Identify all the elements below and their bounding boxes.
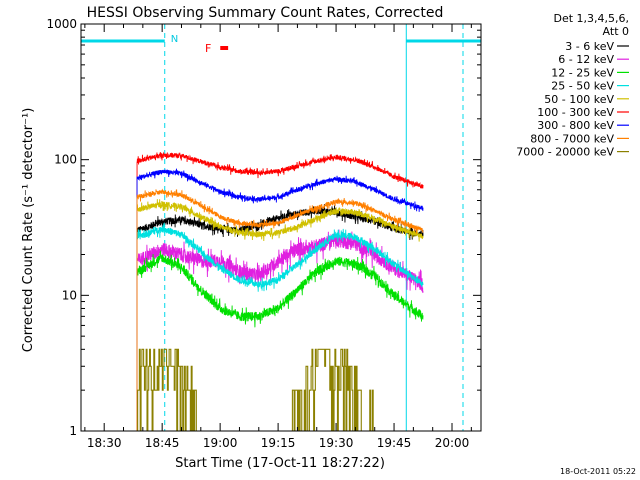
x-tick-label: 18:45 [145, 436, 180, 450]
series-line-5 [136, 151, 424, 432]
y-axis: 1 10 100 1000 [46, 17, 481, 438]
legend-label: 50 - 100 keV [544, 93, 614, 106]
series-line-8 [135, 348, 423, 432]
legend-label: 800 - 7000 keV [530, 132, 614, 145]
legend-title-line1: Det 1,3,4,5,6, [553, 12, 629, 25]
timestamp: 18-Oct-2011 05:22 [560, 467, 636, 476]
chart-title: HESSI Observing Summary Count Rates, Cor… [87, 5, 444, 21]
legend-label: 7000 - 20000 keV [516, 146, 614, 159]
legend-label: 12 - 25 keV [551, 66, 614, 79]
x-axis: 18:30 18:45 19:00 19:15 19:30 19:45 20:00 [84, 24, 472, 450]
x-tick-label: 19:30 [319, 436, 354, 450]
series-line-4 [136, 199, 424, 432]
x-tick-label: 19:15 [261, 436, 296, 450]
y-tick-label: 10 [62, 288, 77, 302]
legend-label: 100 - 300 keV [537, 106, 614, 119]
x-tick-label: 20:00 [435, 436, 470, 450]
legend-label: 25 - 50 keV [551, 80, 614, 93]
flare-marker [220, 46, 229, 50]
y-axis-label: Corrected Count Rate (s⁻¹ detector⁻¹) [21, 108, 36, 353]
legend-label: 6 - 12 keV [558, 53, 614, 66]
x-tick-label: 19:00 [203, 436, 238, 450]
night-intervals [81, 24, 481, 431]
series-lines [135, 151, 424, 432]
series-line-3 [136, 222, 424, 432]
y-tick-label: 1 [69, 424, 77, 438]
series-line-2 [136, 250, 424, 432]
x-tick-label: 18:30 [87, 436, 122, 450]
legend-title-line2: Att 0 [603, 25, 629, 38]
night-label: N [171, 34, 178, 45]
legend-label: 300 - 800 keV [537, 119, 614, 132]
plot-frame [80, 23, 482, 432]
legend-label: 3 - 6 keV [565, 40, 614, 53]
flare-label: F [205, 42, 211, 55]
y-tick-label: 1000 [46, 17, 77, 31]
series-line-7 [136, 188, 424, 432]
x-tick-label: 19:45 [377, 436, 412, 450]
x-axis-label: Start Time (17-Oct-11 18:27:22) [175, 456, 385, 471]
series-line-1 [136, 229, 424, 432]
y-tick-label: 100 [54, 153, 77, 167]
series-line-6 [136, 168, 424, 432]
